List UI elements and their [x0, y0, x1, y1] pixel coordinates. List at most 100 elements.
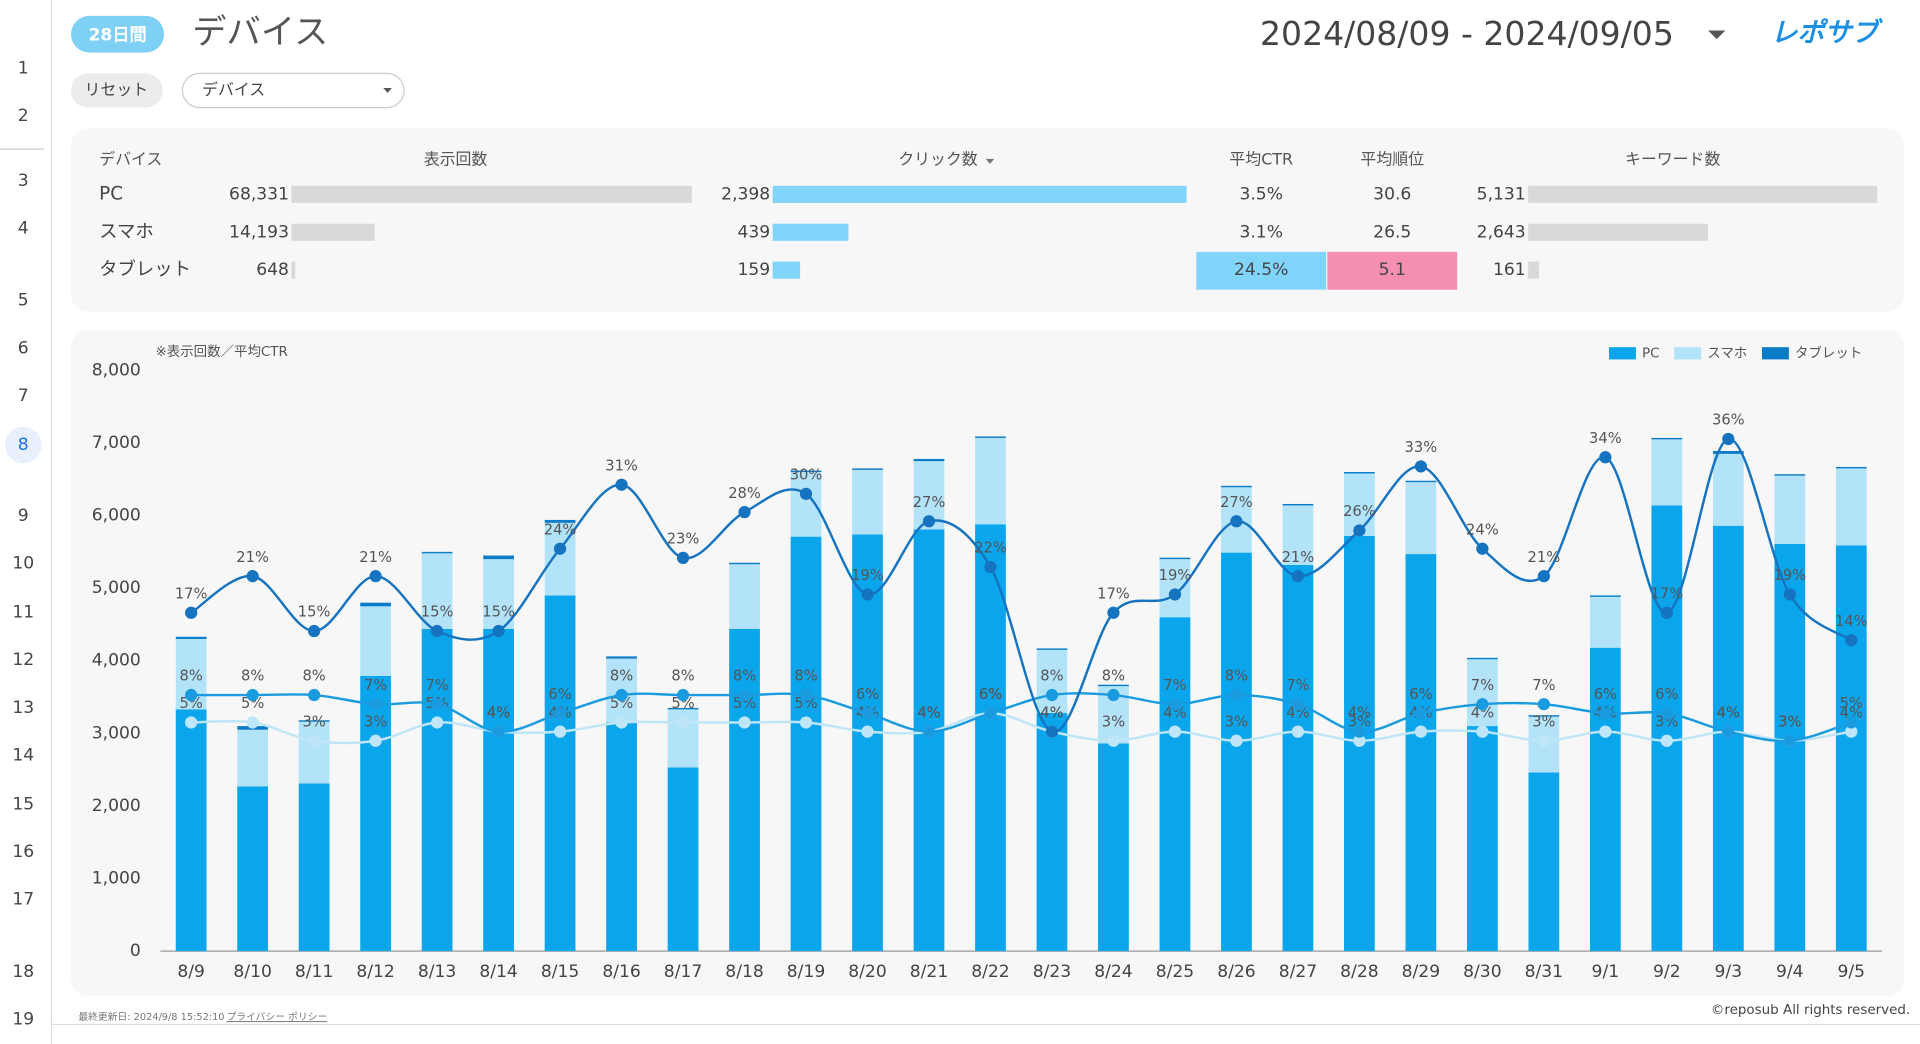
ctr-point: [1353, 734, 1366, 747]
date-range[interactable]: 2024/08/09 - 2024/09/05: [1260, 14, 1674, 53]
ctr-label: 4%: [1840, 704, 1863, 721]
ctr-label: 5%: [610, 695, 633, 712]
x-tick-label: 8/22: [971, 962, 1009, 982]
ctr-label: 17%: [1097, 585, 1130, 602]
bar-segment: [544, 595, 576, 952]
ctr-label: 4%: [1286, 704, 1309, 721]
bar-segment: [1774, 543, 1806, 952]
ctr-label: 23%: [667, 531, 700, 548]
ctr-point: [185, 716, 198, 729]
ctr-label: 3%: [302, 713, 325, 730]
ctr-label: 8%: [1040, 668, 1063, 685]
ctr-point: [922, 515, 936, 528]
ctr-label: 7%: [1471, 677, 1494, 694]
row-number: 7: [18, 386, 29, 406]
rank-value: 30.6: [1373, 184, 1411, 204]
bar-segment: [852, 468, 883, 470]
ctr-point: [1353, 524, 1366, 537]
ctr-label: 6%: [1409, 686, 1432, 703]
ctr-label: 17%: [1651, 585, 1684, 602]
reset-button[interactable]: [71, 73, 163, 108]
logo[interactable]: レポサブ: [1771, 18, 1884, 49]
row-number: 9: [18, 506, 29, 526]
ctr-point: [430, 698, 444, 711]
bar-segment: [1467, 726, 1498, 952]
bar-segment: [729, 562, 760, 565]
bar-segment: [175, 709, 207, 952]
ctr-point: [799, 716, 813, 729]
ctr-label: 3%: [1655, 713, 1678, 730]
ctr-label: 19%: [1773, 567, 1806, 584]
bar-segment: [360, 606, 391, 676]
badge[interactable]: [71, 15, 165, 53]
device-filter[interactable]: [181, 72, 405, 109]
bar-segment: [1467, 657, 1498, 660]
bar-segment: [1528, 772, 1560, 952]
bar-segment: [1467, 659, 1498, 727]
x-tick-label: 8/29: [1402, 962, 1440, 982]
privacy-link[interactable]: プライバシー ポリシー: [227, 1011, 328, 1023]
ctr-label: 19%: [851, 567, 884, 584]
ctr-label: 14%: [1835, 613, 1868, 630]
date-dropdown-icon[interactable]: [1708, 30, 1726, 40]
ctr-point: [430, 716, 444, 729]
sort-icon[interactable]: [985, 158, 995, 164]
badge-label: 28日間: [89, 25, 147, 45]
ctr-label: 6%: [856, 686, 879, 703]
ctr-value: 3.5%: [1239, 184, 1283, 204]
x-tick-label: 8/31: [1525, 962, 1563, 982]
rank-value: 5.1: [1379, 260, 1406, 280]
bar-segment: [1835, 466, 1867, 469]
ctr-point: [308, 624, 321, 638]
ctr-label: 21%: [1528, 549, 1561, 566]
ctr-label: 8%: [610, 668, 633, 685]
clicks-bar: [772, 223, 849, 241]
ctr-point: [861, 707, 874, 720]
bar-segment: [1835, 468, 1867, 546]
bar-segment: [1036, 713, 1068, 952]
ctr-point: [1599, 725, 1612, 738]
y-tick-label: 2,000: [92, 796, 141, 816]
legend-label: PC: [1642, 346, 1660, 361]
ctr-point: [492, 624, 505, 638]
row-number: 14: [12, 746, 34, 766]
ctr-point: [1414, 707, 1428, 720]
row-number: 10: [12, 554, 34, 574]
row-number: 16: [12, 842, 34, 862]
bar-segment: [1651, 437, 1683, 440]
ctr-value: 24.5%: [1234, 260, 1288, 280]
ctr-label: 5%: [733, 695, 756, 712]
ctr-point: [308, 734, 321, 747]
row-number: 6: [18, 338, 29, 358]
ctr-point: [1660, 734, 1673, 747]
ctr-label: 24%: [1466, 521, 1499, 538]
bar-segment: [1282, 505, 1314, 565]
x-tick-label: 8/14: [479, 962, 517, 982]
column-header: 平均順位: [1360, 150, 1424, 169]
y-tick-label: 3,000: [92, 723, 141, 743]
x-tick-label: 8/18: [725, 962, 763, 982]
bar-segment: [360, 675, 391, 952]
ctr-label: 6%: [1655, 686, 1678, 703]
ctr-label: 7%: [1286, 677, 1309, 694]
ctr-label: 6%: [979, 686, 1002, 703]
ctr-point: [799, 487, 813, 500]
chart-note: ※表示回数／平均CTR: [156, 344, 288, 360]
x-tick-label: 8/26: [1217, 962, 1255, 982]
ctr-label: 15%: [298, 604, 331, 621]
ctr-point: [185, 606, 198, 619]
bar-segment: [1651, 439, 1683, 506]
ctr-point: [1414, 460, 1428, 473]
ctr-label: 4%: [917, 704, 940, 721]
ctr-point: [1168, 698, 1182, 711]
ctr-point: [861, 725, 874, 738]
ctr-label: 3%: [1778, 713, 1801, 730]
ctr-point: [1291, 698, 1305, 711]
x-tick-label: 8/28: [1340, 962, 1378, 982]
impressions-value: 648: [256, 260, 289, 280]
ctr-point: [615, 716, 628, 729]
y-tick-label: 5,000: [92, 578, 141, 598]
bar-segment: [1221, 485, 1252, 488]
bar-segment: [1405, 480, 1437, 483]
ctr-point: [1168, 725, 1182, 738]
